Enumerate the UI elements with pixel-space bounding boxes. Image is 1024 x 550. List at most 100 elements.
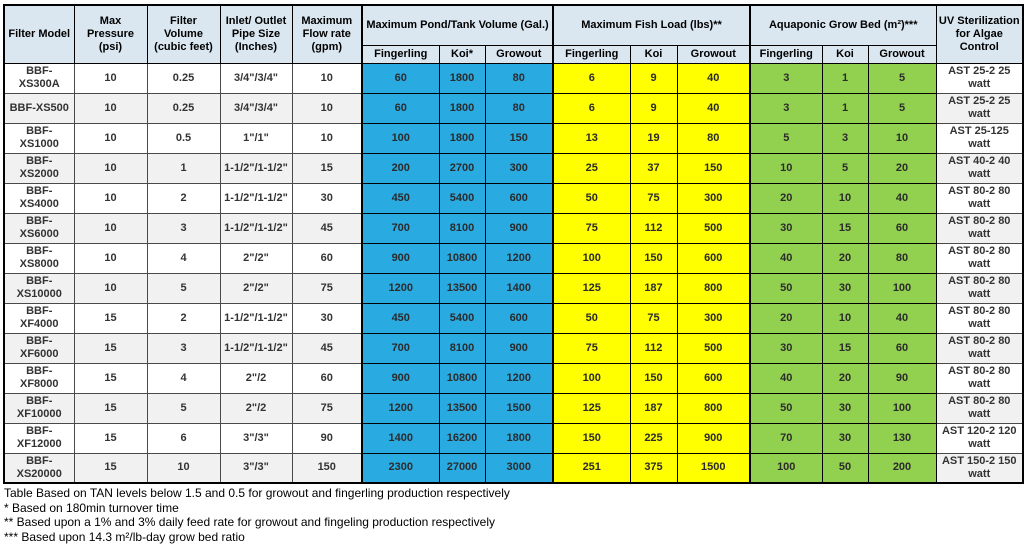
sub-column-header: Koi* xyxy=(438,44,486,64)
max-pressure-cell: 10 xyxy=(73,92,148,124)
pond-volume-cell: 1200 xyxy=(361,392,440,424)
filter-model-cell: BBF-XS2000 xyxy=(3,152,75,184)
growbed-cell: 15 xyxy=(821,332,869,364)
pond-volume-cell: 80 xyxy=(484,92,554,124)
growbed-cell: 30 xyxy=(749,212,823,244)
table-body: BBF-XS300A 10 0.25 3/4"/3/4" 10 60 1800 80 6 9 40 3… xyxy=(3,62,1024,484)
uv-sterilization-cell: AST 150-2 150 watt xyxy=(935,452,1024,484)
filter-volume-cell: 1 xyxy=(146,152,221,184)
filter-model-cell: BBF-XF10000 xyxy=(3,392,75,424)
max-pressure-cell: 10 xyxy=(73,242,148,274)
footnote-growbed-ratio: *** Based upon 14.3 m²/lb-day grow bed r… xyxy=(4,529,245,544)
filter-volume-cell: 6 xyxy=(146,422,221,454)
column-header: Max Pressure (psi) xyxy=(73,4,148,64)
pipe-size-cell: 3/4"/3/4" xyxy=(219,62,293,94)
pipe-size-cell: 1-1/2"/1-1/2" xyxy=(219,302,293,334)
growbed-cell: 40 xyxy=(749,362,823,394)
filter-volume-cell: 3 xyxy=(146,212,221,244)
sub-column-header: Fingerling xyxy=(749,44,823,64)
max-pressure-cell: 15 xyxy=(73,392,148,424)
filter-model-cell: BBF-XS1000 xyxy=(3,122,75,154)
growbed-cell: 5 xyxy=(749,122,823,154)
growbed-cell: 3 xyxy=(749,62,823,94)
filter-volume-cell: 0.25 xyxy=(146,62,221,94)
fish-load-cell: 50 xyxy=(552,182,631,214)
growbed-cell: 5 xyxy=(867,92,937,124)
pond-volume-cell: 700 xyxy=(361,332,440,364)
growbed-cell: 50 xyxy=(749,392,823,424)
fish-load-cell: 13 xyxy=(552,122,631,154)
growbed-cell: 40 xyxy=(749,242,823,274)
uv-sterilization-cell: AST 80-2 80 watt xyxy=(935,302,1024,334)
growbed-cell: 20 xyxy=(821,362,869,394)
filter-volume-cell: 2 xyxy=(146,182,221,214)
fish-load-cell: 187 xyxy=(629,272,678,304)
pond-volume-cell: 10800 xyxy=(438,242,486,274)
flow-rate-cell: 60 xyxy=(291,242,363,274)
column-header: Filter Volume (cubic feet) xyxy=(146,4,221,64)
pond-volume-cell: 13500 xyxy=(438,272,486,304)
group-header: Maximum Fish Load (lbs)** xyxy=(552,4,751,46)
filter-model-cell: BBF- XS10000 xyxy=(3,272,75,304)
fish-load-cell: 6 xyxy=(552,92,631,124)
max-pressure-cell: 10 xyxy=(73,122,148,154)
pipe-size-cell: 1"/1" xyxy=(219,122,293,154)
table-row: BBF-XS300A 10 0.25 3/4"/3/4" 10 60 1800 80 6 9 40 3… xyxy=(3,62,1024,94)
uv-sterilization-cell: AST 80-2 80 watt xyxy=(935,272,1024,304)
pond-volume-cell: 100 xyxy=(361,122,440,154)
fish-load-cell: 125 xyxy=(552,272,631,304)
group-header: Maximum Pond/Tank Volume (Gal.) xyxy=(361,4,554,46)
filter-model-cell: BBF-XS6000 xyxy=(3,212,75,244)
column-header: Inlet/ Outlet Pipe Size (Inches) xyxy=(219,4,293,64)
pond-volume-cell: 150 xyxy=(484,122,554,154)
pond-volume-cell: 1800 xyxy=(438,122,486,154)
pond-volume-cell: 13500 xyxy=(438,392,486,424)
pipe-size-cell: 3/4"/3/4" xyxy=(219,92,293,124)
fish-load-cell: 40 xyxy=(676,92,751,124)
growbed-cell: 10 xyxy=(749,152,823,184)
filter-spec-table: Filter Model Max Pressure (psi) Filter Vol… xyxy=(3,4,1024,484)
fish-load-cell: 125 xyxy=(552,392,631,424)
pond-volume-cell: 1800 xyxy=(438,62,486,94)
fish-load-cell: 225 xyxy=(629,422,678,454)
flow-rate-cell: 150 xyxy=(291,452,363,484)
pond-volume-cell: 1200 xyxy=(361,272,440,304)
flow-rate-cell: 75 xyxy=(291,272,363,304)
growbed-cell: 3 xyxy=(749,92,823,124)
filter-model-cell: BBF-XS8000 xyxy=(3,242,75,274)
pond-volume-cell: 8100 xyxy=(438,212,486,244)
pond-volume-cell: 900 xyxy=(484,212,554,244)
fish-load-cell: 75 xyxy=(629,302,678,334)
growbed-cell: 200 xyxy=(867,452,937,484)
pond-volume-cell: 600 xyxy=(484,182,554,214)
fish-load-cell: 75 xyxy=(552,212,631,244)
fish-load-cell: 100 xyxy=(552,242,631,274)
growbed-cell: 10 xyxy=(821,302,869,334)
flow-rate-cell: 90 xyxy=(291,422,363,454)
pipe-size-cell: 2"/2" xyxy=(219,272,293,304)
flow-rate-cell: 60 xyxy=(291,362,363,394)
fish-load-cell: 800 xyxy=(676,392,751,424)
pond-volume-cell: 900 xyxy=(361,242,440,274)
sub-column-header: Koi xyxy=(821,44,869,64)
growbed-cell: 100 xyxy=(867,272,937,304)
table-row: BBF-XS6000 10 3 1-1/2"/1-1/2" 45 700 8100 900 75… xyxy=(3,212,1024,244)
filter-volume-cell: 5 xyxy=(146,272,221,304)
flow-rate-cell: 30 xyxy=(291,182,363,214)
uv-sterilization-cell: AST 80-2 80 watt xyxy=(935,182,1024,214)
flow-rate-cell: 75 xyxy=(291,392,363,424)
table-row: BBF-XF8000 15 4 2"/2 60 900 10800 1200 100 150 600… xyxy=(3,362,1024,394)
fish-load-cell: 500 xyxy=(676,332,751,364)
table-row: BBF- XS10000 10 5 2"/2" 75 1200 13500 1400 125 18… xyxy=(3,272,1024,304)
pond-volume-cell: 2300 xyxy=(361,452,440,484)
uv-sterilization-cell: AST 80-2 80 watt xyxy=(935,392,1024,424)
fish-load-cell: 500 xyxy=(676,212,751,244)
filter-volume-cell: 2 xyxy=(146,302,221,334)
fish-load-cell: 600 xyxy=(676,362,751,394)
fish-load-cell: 40 xyxy=(676,62,751,94)
footnote-feed-rate: ** Based upon a 1% and 3% daily feed rat… xyxy=(4,515,495,530)
fish-load-cell: 9 xyxy=(629,62,678,94)
fish-load-cell: 300 xyxy=(676,182,751,214)
pipe-size-cell: 1-1/2"/1-1/2" xyxy=(219,332,293,364)
